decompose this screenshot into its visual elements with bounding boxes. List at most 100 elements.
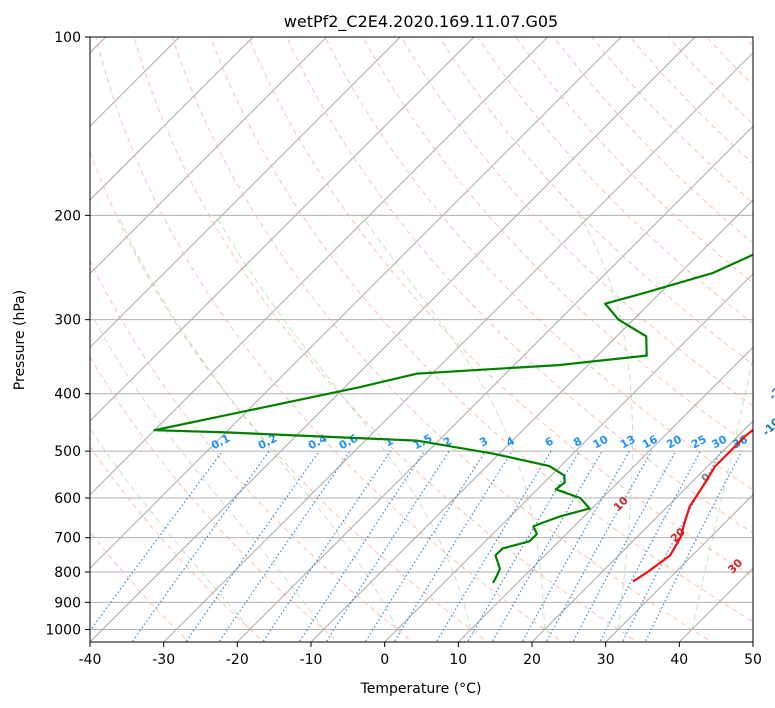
x-axis-label: Temperature (°C) xyxy=(360,681,482,697)
mixing-ratio-line xyxy=(325,450,450,642)
dry-adiabat-line xyxy=(90,531,190,642)
mixing-ratio-label: 13 xyxy=(618,433,638,452)
chart-title: wetPf2_C2E4.2020.169.11.07.G05 xyxy=(284,12,558,32)
x-axis-ticks: -40 -30 -20 -10 0 10 20 30 40 50 xyxy=(79,642,762,668)
moist-adiabat-line xyxy=(90,427,251,630)
temperature-profile xyxy=(632,428,753,583)
mixing-ratio-label: 20 xyxy=(664,433,684,452)
x-tick-label: -10 xyxy=(300,652,323,668)
dry-adiabat-line xyxy=(90,150,489,642)
isotherm-line xyxy=(457,346,753,642)
background-lines xyxy=(0,10,775,654)
x-tick-label: 0 xyxy=(380,652,389,668)
dry-adiabat-line xyxy=(171,37,713,642)
isotherm-line xyxy=(90,37,402,349)
isotherm-line xyxy=(236,125,753,642)
mixing-ratio-line xyxy=(644,450,743,642)
moist-adiabat-line xyxy=(117,215,398,630)
isotherm-line xyxy=(90,37,549,496)
mixing-ratio-line xyxy=(599,450,702,642)
x-tick-label: 50 xyxy=(744,652,762,668)
mixing-ratio-line xyxy=(298,450,425,642)
mixing-ratio-line xyxy=(218,450,351,642)
isotherm-line xyxy=(678,567,753,642)
dry-adiabat-label: -10 xyxy=(760,415,775,438)
moist-adiabat-label: 30 xyxy=(725,556,745,576)
dry-adiabat-label: -30 xyxy=(771,345,775,368)
dry-adiabat-line xyxy=(744,37,753,47)
mixing-ratio-line xyxy=(621,450,722,642)
mixing-ratio-label: 3 xyxy=(477,434,490,449)
isotherm-line xyxy=(90,37,181,128)
mixing-ratio-line xyxy=(364,450,486,642)
x-tick-label: -40 xyxy=(79,652,102,668)
x-tick-label: 10 xyxy=(449,652,467,668)
isotherm-line xyxy=(162,51,753,642)
mixing-ratio-line xyxy=(393,450,513,642)
mixing-ratio-label: 1 xyxy=(383,434,396,449)
x-tick-label: -30 xyxy=(152,652,175,668)
moist-adiabat-line xyxy=(691,355,753,630)
y-axis-label: Pressure (hPa) xyxy=(12,290,28,390)
y-tick-label: 500 xyxy=(54,444,81,460)
moist-adiabat-line xyxy=(215,215,472,630)
mixing-ratio-label: 10 xyxy=(591,433,611,452)
moist-adiabat-line xyxy=(90,310,325,630)
moist-adiabat-label: 10 xyxy=(611,494,631,514)
isotherm-line xyxy=(90,37,623,570)
dry-adiabat-line xyxy=(90,259,414,642)
dry-adiabat-line xyxy=(324,37,753,491)
mixing-ratio-line xyxy=(131,450,270,642)
dry-adiabat-line xyxy=(286,37,753,534)
mixing-ratio-label: 25 xyxy=(689,433,709,452)
dry-adiabat-line xyxy=(667,37,753,125)
y-tick-label: 1000 xyxy=(45,622,81,638)
dewpoint-profile xyxy=(153,253,753,584)
isotherm-line xyxy=(752,641,753,642)
dry-adiabat-label: -20 xyxy=(766,379,775,402)
dry-adiabat-line xyxy=(90,445,265,642)
dry-adiabat-line xyxy=(591,37,753,204)
dry-adiabat-line xyxy=(133,37,638,642)
mixing-ratio-line xyxy=(572,450,677,642)
isotherm-line xyxy=(604,493,753,642)
dry-adiabat-line xyxy=(95,37,564,642)
isotherm-line xyxy=(0,10,59,654)
isotherm-line xyxy=(90,37,475,422)
dry-adiabat-label: -50 xyxy=(771,256,775,279)
y-tick-label: 800 xyxy=(54,565,81,581)
mixing-ratio-line xyxy=(262,450,392,642)
dry-adiabat-line xyxy=(705,37,753,86)
x-tick-label: 20 xyxy=(523,652,541,668)
dry-adiabat-line xyxy=(400,37,753,407)
dry-adiabat-labels: -100-90-80-70-60-50-40-30-20-100 xyxy=(699,256,775,485)
moist-adiabat-line xyxy=(360,215,546,630)
y-tick-label: 600 xyxy=(54,491,81,507)
dry-adiabat-line xyxy=(362,37,753,449)
dry-adiabat-line xyxy=(770,24,775,645)
isotherm-line xyxy=(90,37,254,201)
y-tick-label: 400 xyxy=(54,387,81,403)
plot-frame xyxy=(89,36,754,643)
y-axis-ticks: 100 200 300 400 500 600 700 800 900 1000 xyxy=(45,30,90,638)
isotherm-line xyxy=(90,37,328,275)
profile-lines xyxy=(153,253,753,584)
dry-adiabat-line xyxy=(438,37,753,366)
mixing-ratio-label: 8 xyxy=(571,434,584,449)
x-tick-label: 40 xyxy=(670,652,688,668)
mixing-ratio-label: 6 xyxy=(543,434,556,449)
mixing-ratio-line xyxy=(185,450,320,642)
x-tick-label: -20 xyxy=(226,652,249,668)
y-tick-label: 900 xyxy=(54,595,81,611)
y-tick-label: 200 xyxy=(54,208,81,224)
dry-adiabat-line xyxy=(248,37,753,578)
moist-adiabat-line xyxy=(579,215,633,630)
x-tick-label: 30 xyxy=(597,652,615,668)
isotherm-line xyxy=(383,272,753,642)
mixing-ratio-label: 0.1 xyxy=(209,432,232,453)
y-tick-label: 700 xyxy=(54,531,81,547)
mixing-ratio-line xyxy=(466,450,580,642)
mixing-ratio-line xyxy=(90,450,223,632)
